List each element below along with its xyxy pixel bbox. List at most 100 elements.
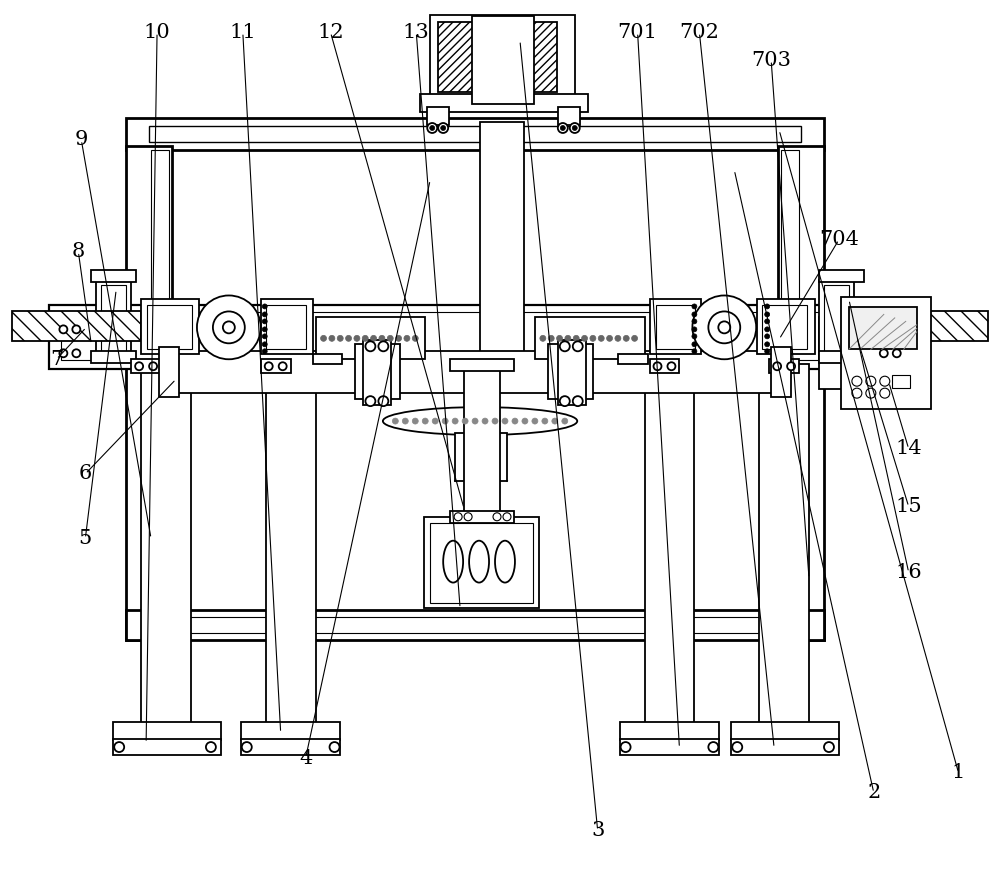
Circle shape (893, 325, 901, 333)
Circle shape (532, 418, 538, 424)
Circle shape (692, 295, 756, 359)
Circle shape (573, 341, 583, 351)
Circle shape (557, 335, 563, 341)
Circle shape (522, 418, 528, 424)
Circle shape (321, 335, 327, 341)
Circle shape (441, 125, 446, 131)
Circle shape (562, 418, 568, 424)
Bar (650, 359, 679, 373)
Bar (126, 118, 824, 150)
Circle shape (492, 418, 498, 424)
Circle shape (692, 334, 697, 339)
Bar (126, 611, 824, 640)
Bar (424, 517, 539, 608)
Bar (151, 150, 169, 629)
Bar (101, 285, 126, 353)
Ellipse shape (469, 541, 489, 582)
Circle shape (765, 312, 770, 316)
Text: 8: 8 (72, 242, 85, 261)
Circle shape (493, 513, 501, 521)
Bar (96, 279, 131, 359)
Bar (519, 22, 557, 92)
Text: 702: 702 (679, 23, 719, 42)
Circle shape (262, 319, 267, 324)
Circle shape (773, 362, 781, 370)
Circle shape (329, 335, 335, 341)
Circle shape (265, 362, 273, 370)
Circle shape (880, 376, 890, 386)
Ellipse shape (443, 541, 463, 582)
Circle shape (432, 418, 438, 424)
Circle shape (654, 362, 661, 370)
Bar (355, 344, 400, 399)
Bar (149, 126, 801, 142)
Circle shape (708, 742, 718, 752)
Bar (892, 375, 910, 388)
Bar (430, 523, 533, 603)
Bar (91, 351, 136, 364)
Text: 9: 9 (75, 131, 88, 149)
Circle shape (387, 335, 393, 341)
Bar (522, 367, 534, 381)
Circle shape (542, 418, 548, 424)
Text: 2: 2 (867, 783, 880, 803)
Bar (849, 308, 917, 349)
Bar (535, 317, 645, 359)
Circle shape (667, 362, 675, 370)
Bar (141, 300, 199, 355)
Circle shape (570, 123, 580, 133)
Bar (313, 355, 342, 364)
Text: 13: 13 (403, 23, 430, 42)
Circle shape (392, 418, 398, 424)
Circle shape (59, 325, 67, 333)
Circle shape (692, 312, 697, 316)
Circle shape (464, 513, 472, 521)
Circle shape (362, 335, 368, 341)
Circle shape (438, 123, 448, 133)
Circle shape (573, 335, 579, 341)
Circle shape (692, 327, 697, 332)
Bar (241, 739, 340, 755)
Text: 12: 12 (317, 23, 344, 42)
Circle shape (330, 742, 340, 752)
Ellipse shape (383, 407, 577, 435)
Circle shape (149, 362, 157, 370)
Bar (620, 739, 719, 755)
Circle shape (565, 335, 571, 341)
Bar (731, 722, 839, 740)
Circle shape (365, 396, 375, 406)
Circle shape (692, 342, 697, 347)
Circle shape (427, 123, 437, 133)
Circle shape (213, 311, 245, 343)
Circle shape (560, 396, 570, 406)
Circle shape (262, 334, 267, 339)
Circle shape (337, 335, 343, 341)
Bar (819, 269, 864, 282)
Circle shape (262, 348, 267, 354)
Text: 11: 11 (229, 23, 256, 42)
Circle shape (590, 335, 596, 341)
Circle shape (621, 742, 631, 752)
Circle shape (692, 304, 697, 308)
Circle shape (560, 341, 570, 351)
Bar (759, 364, 809, 733)
Circle shape (346, 335, 352, 341)
Bar (438, 22, 476, 92)
Circle shape (452, 418, 458, 424)
Circle shape (442, 418, 448, 424)
Circle shape (765, 342, 770, 347)
Bar (147, 306, 192, 349)
Circle shape (378, 396, 388, 406)
Bar (464, 364, 500, 519)
Circle shape (692, 348, 697, 354)
Bar (771, 348, 791, 397)
Circle shape (573, 396, 583, 406)
Circle shape (852, 388, 862, 398)
Circle shape (404, 335, 410, 341)
Bar (420, 94, 588, 112)
Bar (12, 311, 141, 341)
Circle shape (880, 388, 890, 398)
Bar (49, 306, 917, 369)
Bar (558, 107, 580, 125)
Text: 4: 4 (299, 749, 312, 767)
